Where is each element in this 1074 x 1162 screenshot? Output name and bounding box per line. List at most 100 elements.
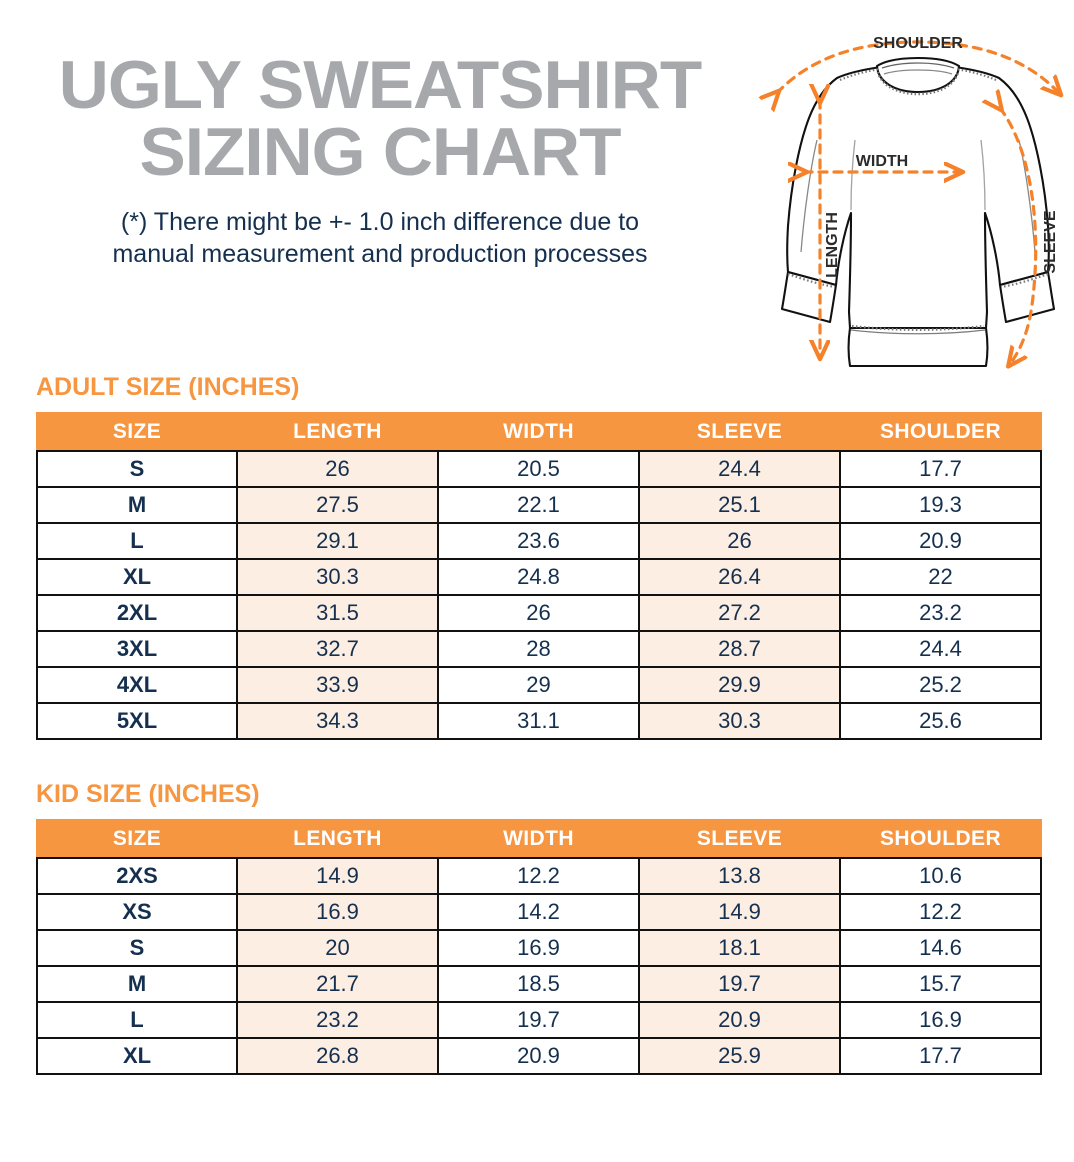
cell-measurement: 29.1 xyxy=(236,522,439,560)
cell-measurement: 30.3 xyxy=(236,558,439,596)
col-header-sleeve: SLEEVE xyxy=(638,412,841,452)
cell-measurement: 23.2 xyxy=(839,594,1042,632)
cell-measurement: 15.7 xyxy=(839,965,1042,1003)
cell-size: 5XL xyxy=(36,702,238,740)
cell-size: 4XL xyxy=(36,666,238,704)
cell-measurement: 25.1 xyxy=(638,486,841,524)
col-header-width: WIDTH xyxy=(437,819,640,859)
adult-section-heading: ADULT SIZE (INCHES) xyxy=(36,373,300,401)
col-header-sleeve: SLEEVE xyxy=(638,819,841,859)
cell-measurement: 17.7 xyxy=(839,1037,1042,1075)
cell-measurement: 14.6 xyxy=(839,929,1042,967)
cell-measurement: 31.1 xyxy=(437,702,640,740)
cell-measurement: 24.8 xyxy=(437,558,640,596)
cell-measurement: 30.3 xyxy=(638,702,841,740)
diagram-label-length: LENGTH xyxy=(824,212,841,278)
page-header: UGLY SWEATSHIRT SIZING CHART (*) There m… xyxy=(0,0,1074,372)
cell-measurement: 25.6 xyxy=(839,702,1042,740)
cell-measurement: 20.9 xyxy=(839,522,1042,560)
cell-size: S xyxy=(36,450,238,488)
cell-measurement: 14.9 xyxy=(236,857,439,895)
cell-measurement: 20 xyxy=(236,929,439,967)
cell-measurement: 10.6 xyxy=(839,857,1042,895)
col-header-shoulder: SHOULDER xyxy=(839,819,1042,859)
cell-size: 2XL xyxy=(36,594,238,632)
cell-measurement: 18.1 xyxy=(638,929,841,967)
table-row: 5XL 34.3 31.1 30.3 25.6 xyxy=(36,702,1042,740)
table-row: L 29.1 23.6 26 20.9 xyxy=(36,522,1042,560)
diagram-label-sleeve: SLEEVE xyxy=(1042,210,1059,273)
title-block: UGLY SWEATSHIRT SIZING CHART (*) There m… xyxy=(30,51,730,270)
cell-measurement: 21.7 xyxy=(236,965,439,1003)
col-header-size: SIZE xyxy=(36,412,238,452)
cell-measurement: 12.2 xyxy=(437,857,640,895)
page-title-line-1: UGLY SWEATSHIRT xyxy=(58,47,702,123)
table-header-row: SIZE LENGTH WIDTH SLEEVE SHOULDER xyxy=(36,819,1042,859)
kid-table-head: SIZE LENGTH WIDTH SLEEVE SHOULDER xyxy=(36,819,1042,859)
cell-measurement: 13.8 xyxy=(638,857,841,895)
adult-table-body: S 26 20.5 24.4 17.7 M 27.5 22.1 25.1 19.3 L 29.1 23.… xyxy=(36,450,1042,740)
table-row: 2XS 14.9 12.2 13.8 10.6 xyxy=(36,857,1042,895)
col-header-size: SIZE xyxy=(36,819,238,859)
cell-measurement: 22 xyxy=(839,558,1042,596)
table-row: M 21.7 18.5 19.7 15.7 xyxy=(36,965,1042,1003)
cell-measurement: 29.9 xyxy=(638,666,841,704)
cell-measurement: 12.2 xyxy=(839,893,1042,931)
cell-size: M xyxy=(36,486,238,524)
table-row: 2XL 31.5 26 27.2 23.2 xyxy=(36,594,1042,632)
cell-measurement: 26 xyxy=(437,594,640,632)
cell-measurement: 23.2 xyxy=(236,1001,439,1039)
cell-size: L xyxy=(36,1001,238,1039)
cell-measurement: 20.5 xyxy=(437,450,640,488)
table-row: XS 16.9 14.2 14.9 12.2 xyxy=(36,893,1042,931)
cell-measurement: 31.5 xyxy=(236,594,439,632)
cell-measurement: 25.2 xyxy=(839,666,1042,704)
cell-measurement: 28.7 xyxy=(638,630,841,668)
page-title-line-2: SIZING CHART xyxy=(139,113,622,190)
cell-measurement: 23.6 xyxy=(437,522,640,560)
cell-measurement: 20.9 xyxy=(437,1037,640,1075)
cell-size: XL xyxy=(36,1037,238,1075)
table-row: XL 26.8 20.9 25.9 17.7 xyxy=(36,1037,1042,1075)
cell-size: S xyxy=(36,929,238,967)
adult-size-table: SIZE LENGTH WIDTH SLEEVE SHOULDER S 26 20.… xyxy=(36,412,1042,740)
cell-size: 2XS xyxy=(36,857,238,895)
col-header-length: LENGTH xyxy=(236,412,439,452)
disclaimer-text: (*) There might be +- 1.0 inch differenc… xyxy=(30,207,730,270)
cell-measurement: 14.2 xyxy=(437,893,640,931)
cell-measurement: 19.7 xyxy=(638,965,841,1003)
table-row: L 23.2 19.7 20.9 16.9 xyxy=(36,1001,1042,1039)
cell-measurement: 32.7 xyxy=(236,630,439,668)
cell-measurement: 16.9 xyxy=(236,893,439,931)
cell-measurement: 26.4 xyxy=(638,558,841,596)
table-row: 4XL 33.9 29 29.9 25.2 xyxy=(36,666,1042,704)
table-row: S 26 20.5 24.4 17.7 xyxy=(36,450,1042,488)
kid-size-table: SIZE LENGTH WIDTH SLEEVE SHOULDER 2XS 14.… xyxy=(36,819,1042,1075)
cell-measurement: 22.1 xyxy=(437,486,640,524)
cell-measurement: 20.9 xyxy=(638,1001,841,1039)
cell-measurement: 24.4 xyxy=(839,630,1042,668)
kid-table-body: 2XS 14.9 12.2 13.8 10.6 XS 16.9 14.2 14.9 12.2 S 20… xyxy=(36,857,1042,1075)
cell-measurement: 29 xyxy=(437,666,640,704)
cell-measurement: 34.3 xyxy=(236,702,439,740)
cell-measurement: 27.2 xyxy=(638,594,841,632)
cell-size: XS xyxy=(36,893,238,931)
cell-measurement: 17.7 xyxy=(839,450,1042,488)
diagram-label-shoulder: SHOULDER xyxy=(873,35,963,52)
table-row: 3XL 32.7 28 28.7 24.4 xyxy=(36,630,1042,668)
adult-table-head: SIZE LENGTH WIDTH SLEEVE SHOULDER xyxy=(36,412,1042,452)
table-row: XL 30.3 24.8 26.4 22 xyxy=(36,558,1042,596)
diagram-label-width: WIDTH xyxy=(856,153,908,170)
cell-measurement: 14.9 xyxy=(638,893,841,931)
disclaimer-line-1: (*) There might be +- 1.0 inch differenc… xyxy=(120,208,640,237)
table-header-row: SIZE LENGTH WIDTH SLEEVE SHOULDER xyxy=(36,412,1042,452)
col-header-shoulder: SHOULDER xyxy=(839,412,1042,452)
cell-measurement: 25.9 xyxy=(638,1037,841,1075)
disclaimer-line-2: manual measurement and production proces… xyxy=(112,239,648,268)
cell-measurement: 28 xyxy=(437,630,640,668)
cell-size: XL xyxy=(36,558,238,596)
cell-size: L xyxy=(36,522,238,560)
table-row: M 27.5 22.1 25.1 19.3 xyxy=(36,486,1042,524)
cell-measurement: 26 xyxy=(638,522,841,560)
col-header-width: WIDTH xyxy=(437,412,640,452)
